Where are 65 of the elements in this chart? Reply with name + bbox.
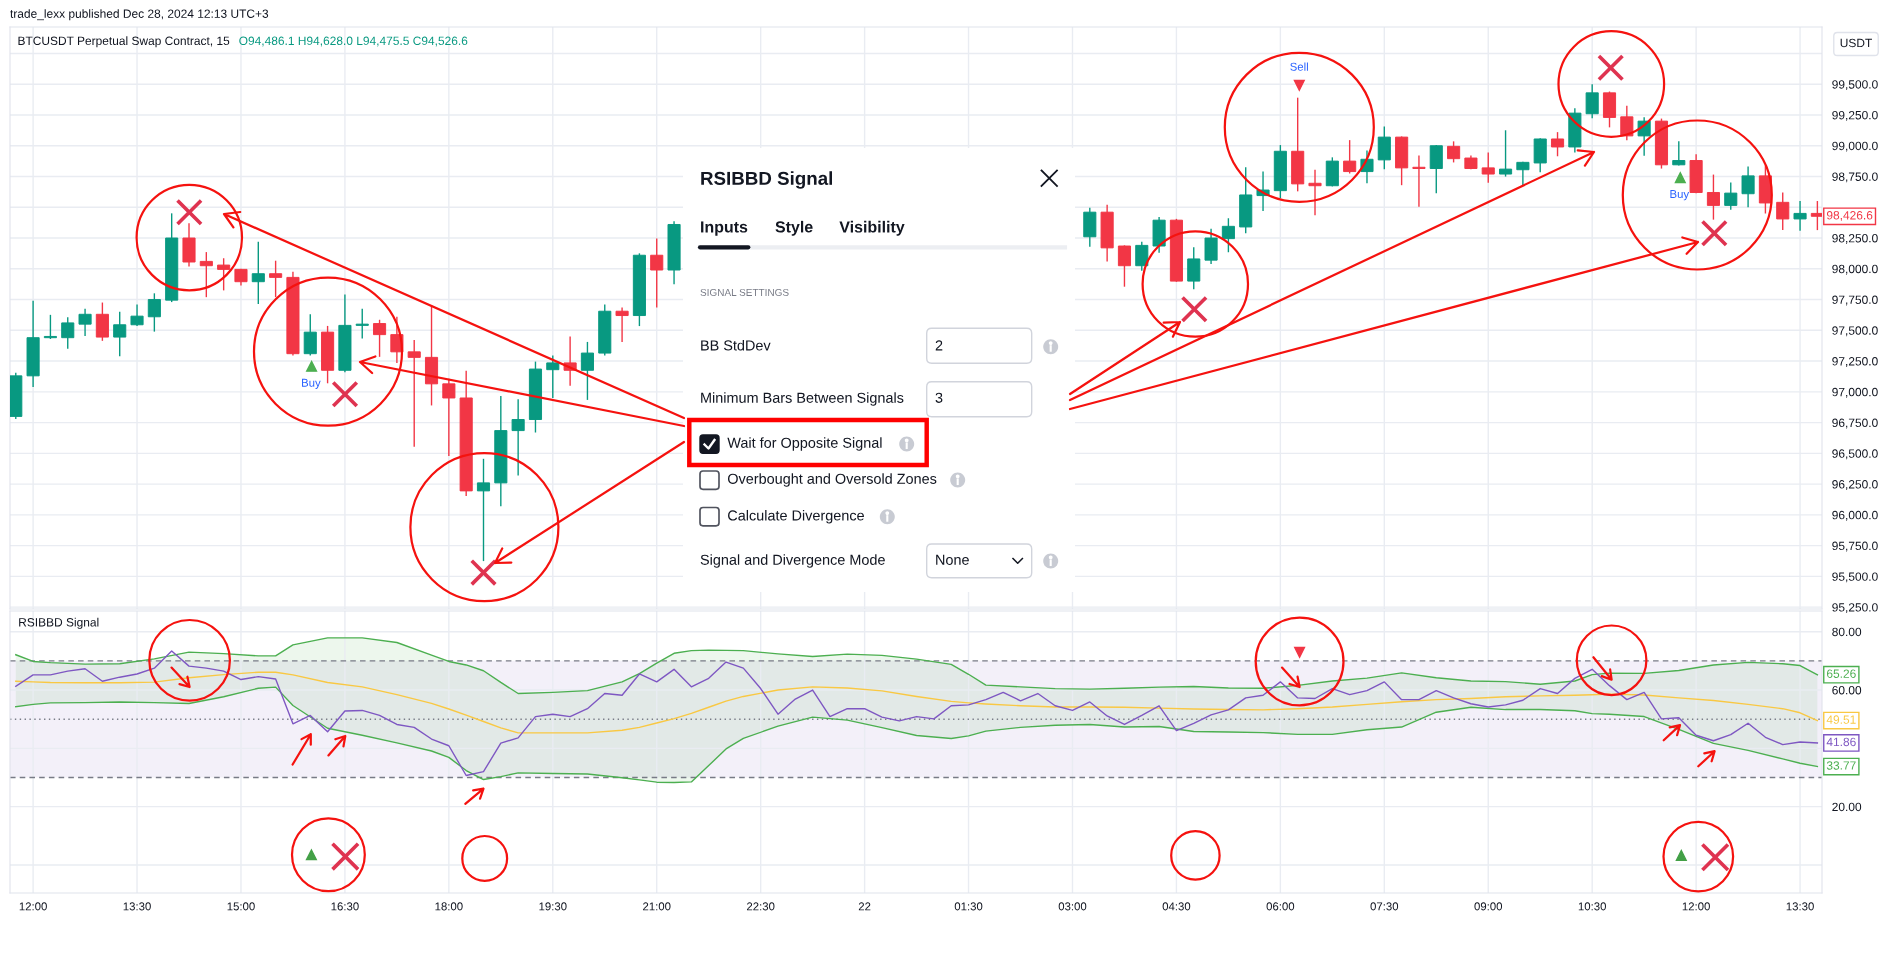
y-tick-label: 98,750.0: [1832, 172, 1878, 183]
x-tick-label: 12:00: [1682, 902, 1710, 911]
x-tick-label: 07:30: [1370, 902, 1399, 911]
data-label: 33.77: [1826, 761, 1856, 770]
y-tick-label: 98,250.0: [1832, 234, 1878, 244]
x-tick-label: 16:30: [331, 902, 359, 911]
x-tick-label: 21:00: [643, 902, 671, 911]
y-tick-label: 97,750.0: [1832, 295, 1878, 306]
y-tick-label: 99,500.0: [1832, 80, 1878, 91]
y-tick-label: 96,000.0: [1832, 510, 1878, 521]
annotation: 2: [935, 340, 943, 351]
annotation: Calculate Divergence: [728, 509, 864, 524]
text: RSIBBD Signal: [19, 617, 99, 629]
annotation: Inputs: [701, 221, 748, 236]
text: trade_lexx published Dec 28, 2024 12:13 UTC+3: [10, 9, 269, 21]
y-axis-title: USDT: [1840, 38, 1872, 48]
annotation: 3: [935, 392, 943, 403]
y-tick-label: 60.00: [1832, 686, 1862, 695]
x-tick-label: 15:00: [227, 902, 255, 911]
x-tick-label: 18:00: [435, 902, 463, 911]
x-tick-label: 22:30: [746, 902, 775, 911]
x-tick-label: 10:30: [1578, 902, 1606, 911]
x-tick-label: 12:00: [19, 902, 47, 911]
x-tick-label: 22: [858, 902, 871, 911]
annotation: Buy: [1670, 190, 1690, 201]
text: BTCUSDT Perpetual Swap Contract, 15: [18, 36, 230, 48]
x-tick-label: 13:30: [123, 902, 151, 911]
y-tick-label: 95,250.0: [1832, 603, 1878, 614]
y-tick-label: 97,500.0: [1832, 326, 1878, 337]
annotation: Visibility: [839, 220, 905, 236]
y-tick-label: 96,500.0: [1832, 449, 1878, 460]
y-tick-label: 97,000.0: [1832, 387, 1878, 398]
data-label: 65.26: [1826, 669, 1856, 678]
annotation: SIGNAL SETTINGS: [700, 288, 789, 296]
x-tick-label: 01:30: [954, 902, 983, 911]
y-tick-label: 98,000.0: [1832, 264, 1878, 275]
annotation: None: [936, 554, 969, 565]
x-tick-label: 04:30: [1162, 902, 1191, 911]
x-tick-label: 13:30: [1786, 902, 1814, 911]
y-tick-label: 96,750.0: [1832, 418, 1878, 429]
y-tick-label: 99,250.0: [1832, 110, 1878, 121]
annotation: Wait for Opposite Signal: [727, 437, 882, 451]
annotation: Buy: [302, 378, 321, 390]
annotation: Signal and Divergence Mode: [700, 554, 885, 568]
x-tick-label: 03:00: [1058, 902, 1087, 911]
chart-title: RSIBBD Signal: [701, 171, 833, 189]
annotation: Minimum Bars Between Signals: [701, 392, 904, 406]
x-tick-label: 09:00: [1474, 902, 1503, 911]
y-tick-label: 97,250.0: [1832, 357, 1878, 367]
annotation: Overbought and Oversold Zones: [727, 473, 937, 487]
x-tick-label: 06:00: [1266, 902, 1295, 911]
y-tick-label: 95,750.0: [1832, 541, 1878, 552]
y-tick-label: 99,000.0: [1832, 141, 1878, 152]
x-tick-label: 19:30: [539, 902, 567, 911]
annotation: 98,426.6: [1826, 211, 1873, 221]
annotation: Style: [775, 220, 813, 236]
data-label: 41.86: [1826, 737, 1856, 747]
y-tick-label: 95,500.0: [1832, 572, 1878, 583]
y-tick-label: 96,250.0: [1832, 480, 1878, 490]
y-tick-label: 80.00: [1832, 627, 1862, 637]
annotation: BB StdDev: [701, 339, 771, 351]
annotation: Sell: [1290, 62, 1308, 71]
text: O94,486.1 H94,628.0 L94,475.5 C94,526.6: [239, 36, 468, 47]
data-label: 49.51: [1826, 715, 1856, 724]
y-tick-label: 20.00: [1832, 802, 1862, 812]
